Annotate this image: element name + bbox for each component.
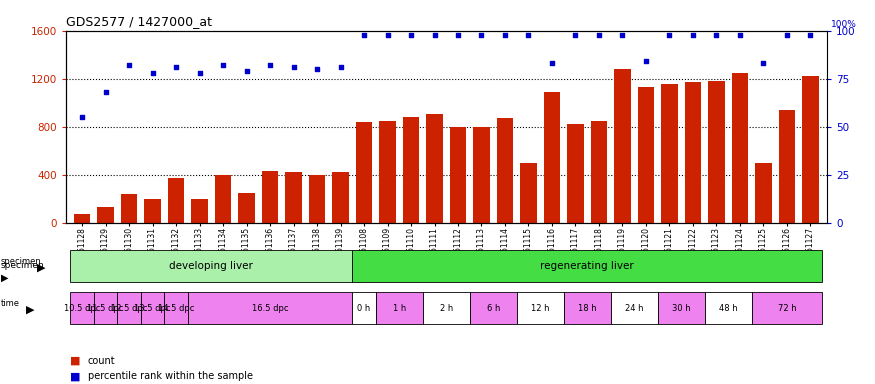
Point — [99, 89, 113, 95]
Bar — [521, 163, 536, 223]
Text: 48 h: 48 h — [719, 304, 738, 313]
Point — [333, 64, 347, 70]
Bar — [97, 207, 114, 223]
Text: 100%: 100% — [831, 20, 858, 29]
Text: 1 h: 1 h — [393, 304, 406, 313]
Text: 2 h: 2 h — [439, 304, 453, 313]
Point — [522, 31, 536, 38]
Point — [569, 31, 583, 38]
Text: 18 h: 18 h — [578, 304, 597, 313]
Point — [169, 64, 183, 70]
Point — [75, 114, 89, 120]
Point — [474, 31, 488, 38]
Point — [216, 62, 230, 68]
Bar — [755, 163, 772, 223]
Point — [286, 64, 300, 70]
Point — [733, 31, 747, 38]
Bar — [591, 121, 607, 223]
Text: 11.5 dpc: 11.5 dpc — [88, 304, 123, 313]
Text: 72 h: 72 h — [778, 304, 796, 313]
Text: specimen: specimen — [1, 257, 42, 266]
Bar — [402, 117, 419, 223]
Bar — [802, 76, 819, 223]
Bar — [215, 175, 231, 223]
Point — [662, 31, 676, 38]
Text: GDS2577 / 1427000_at: GDS2577 / 1427000_at — [66, 15, 212, 28]
Point — [145, 70, 159, 76]
Bar — [144, 199, 161, 223]
Bar — [379, 121, 396, 223]
Text: 30 h: 30 h — [672, 304, 690, 313]
Bar — [638, 87, 654, 223]
Text: regenerating liver: regenerating liver — [541, 261, 634, 271]
Text: 14.5 dpc: 14.5 dpc — [158, 304, 194, 313]
Point — [592, 31, 606, 38]
Point — [498, 31, 512, 38]
Bar — [779, 110, 795, 223]
Point — [263, 62, 277, 68]
Bar — [614, 69, 631, 223]
Point — [357, 31, 371, 38]
Text: ■: ■ — [70, 356, 80, 366]
Text: specimen: specimen — [1, 262, 45, 270]
Point — [545, 60, 559, 66]
Bar — [497, 118, 514, 223]
Bar — [356, 122, 372, 223]
Bar — [450, 127, 466, 223]
Text: 10.5 dpc: 10.5 dpc — [64, 304, 101, 313]
Bar — [74, 214, 90, 223]
Bar — [543, 92, 560, 223]
Point — [639, 58, 653, 65]
Bar — [192, 199, 207, 223]
Text: ▶: ▶ — [1, 272, 9, 283]
Bar — [238, 193, 255, 223]
Point — [686, 31, 700, 38]
Text: 12 h: 12 h — [531, 304, 550, 313]
Point — [757, 60, 771, 66]
Bar — [567, 124, 584, 223]
Point — [240, 68, 254, 74]
Bar — [708, 81, 724, 223]
Point — [710, 31, 724, 38]
Bar — [426, 114, 443, 223]
Bar — [121, 194, 137, 223]
Text: 6 h: 6 h — [487, 304, 500, 313]
Bar — [732, 73, 748, 223]
Text: 13.5 dpc: 13.5 dpc — [134, 304, 171, 313]
Text: 24 h: 24 h — [625, 304, 643, 313]
Bar — [262, 171, 278, 223]
Bar — [168, 178, 185, 223]
Text: percentile rank within the sample: percentile rank within the sample — [88, 371, 253, 381]
Point — [451, 31, 465, 38]
Bar — [473, 127, 490, 223]
Text: time: time — [1, 299, 20, 308]
Bar — [662, 84, 677, 223]
Text: 12.5 dpc: 12.5 dpc — [111, 304, 147, 313]
Text: 0 h: 0 h — [357, 304, 371, 313]
Point — [780, 31, 794, 38]
Bar — [285, 172, 302, 223]
Text: count: count — [88, 356, 116, 366]
Point — [428, 31, 442, 38]
Point — [615, 31, 629, 38]
Text: 16.5 dpc: 16.5 dpc — [252, 304, 288, 313]
Point — [803, 31, 817, 38]
Text: developing liver: developing liver — [170, 261, 253, 271]
Bar — [309, 175, 326, 223]
Point — [310, 66, 324, 72]
Point — [123, 62, 136, 68]
Point — [192, 70, 206, 76]
Bar — [685, 82, 701, 223]
Bar — [332, 172, 349, 223]
Text: ■: ■ — [70, 371, 80, 381]
Point — [404, 31, 418, 38]
Text: ▶: ▶ — [37, 263, 46, 273]
Text: ▶: ▶ — [26, 305, 35, 315]
Point — [381, 31, 395, 38]
